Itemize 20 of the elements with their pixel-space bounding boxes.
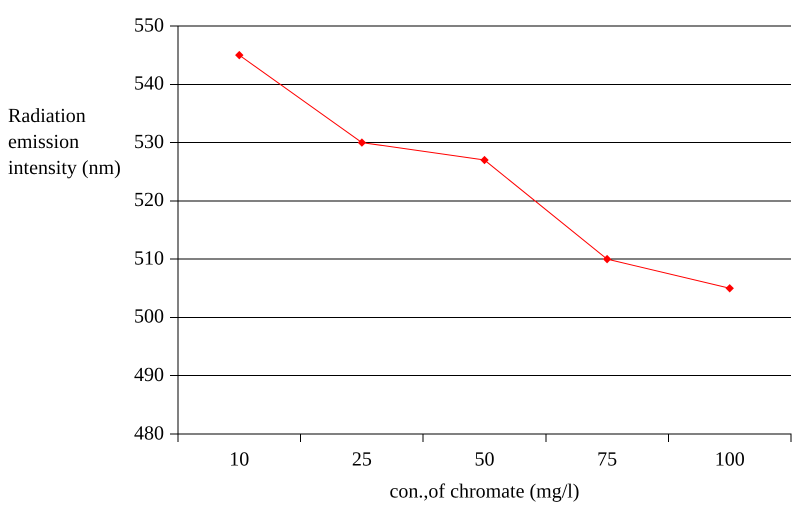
x-tick-label: 25 [352, 448, 372, 470]
x-tick-label: 50 [474, 448, 494, 470]
y-tick-label: 530 [134, 130, 164, 153]
point [358, 138, 366, 147]
x-tick-label: 10 [229, 448, 250, 470]
y-tick-label: 480 [134, 422, 164, 444]
point [726, 284, 734, 292]
x-tick-label: 100 [714, 448, 745, 470]
x-axis-title: con.,of chromate (mg/l) [390, 480, 580, 502]
point [603, 255, 612, 264]
y-axis-title: Radiation emission intensity (nm) [8, 104, 122, 181]
y-tick-label: 520 [134, 189, 164, 212]
y-tick-label: 540 [134, 72, 164, 95]
y-tick-label: 500 [134, 306, 164, 328]
y-tick-label: 490 [134, 364, 164, 386]
point [235, 51, 244, 60]
y-tick-label: 550 [134, 14, 164, 36]
x-tick-label: 75 [597, 448, 618, 470]
y-tick-label: 510 [134, 247, 164, 270]
point [480, 156, 488, 164]
